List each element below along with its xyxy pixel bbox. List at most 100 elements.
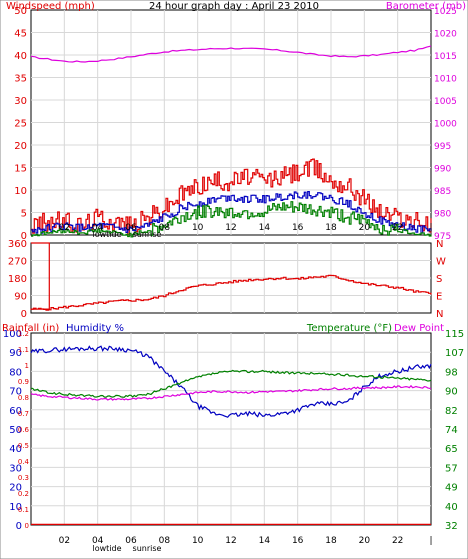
rainfall-tick: 1.2 — [18, 330, 29, 338]
panel1-ticks: 0510152025303540455097598098599099510001… — [14, 6, 457, 242]
barometer-tick: 975 — [434, 232, 451, 242]
lowtide-label-bottom: lowtide — [92, 544, 121, 553]
temperature-tick: 115 — [445, 329, 464, 340]
humidity-tick: 20 — [9, 483, 22, 494]
x-tick-label: 20 — [359, 536, 371, 546]
dewpoint-line — [30, 384, 432, 401]
temperature-tick: 49 — [445, 483, 458, 494]
wind-barometer-panel: 0510152025303540455097598098599099510001… — [6, 1, 466, 242]
temperature-tick: 57 — [445, 463, 458, 474]
barometer-tick: 980 — [434, 210, 451, 220]
wind-direction-line — [30, 242, 432, 311]
rainfall-tick: 0.5 — [18, 442, 29, 450]
chart-title: 24 hour graph day : April 23 2010 — [149, 1, 319, 12]
windspeed-tick: 40 — [14, 51, 27, 62]
temperature-tick: 90 — [445, 387, 458, 398]
x-tick-label: 10 — [192, 536, 204, 546]
panel3-series — [30, 345, 432, 525]
rainfall-tick: 1.1 — [18, 346, 29, 354]
x-tick-label: 06 — [125, 223, 137, 233]
barometer-tick: 1015 — [434, 52, 457, 62]
temperature-tick: 74 — [445, 425, 458, 436]
temperature-tick: 65 — [445, 444, 458, 455]
humidity-tick: 100 — [3, 329, 22, 340]
temperature-line — [30, 369, 432, 398]
x-tick-label: 08 — [159, 223, 171, 233]
windspeed-axis-label: Windspeed (mph) — [6, 1, 95, 12]
humidity-tick: 50 — [9, 425, 22, 436]
windspeed-tick: 30 — [14, 96, 27, 107]
rainfall-tick: 0.1 — [18, 506, 29, 514]
humidity-tick: 80 — [9, 367, 22, 378]
x-tick-label: 18 — [325, 536, 337, 546]
windspeed-tick: 15 — [14, 164, 27, 175]
humidity-tick: 90 — [9, 348, 22, 359]
barometer-axis-label: Barometer (mb) — [386, 1, 466, 12]
sunrise-label-bottom: sunrise — [133, 544, 162, 553]
humidity-axis-label: Humidity % — [66, 323, 124, 334]
windspeed-tick: 45 — [14, 29, 27, 40]
barometer-tick: 985 — [434, 187, 451, 197]
x-tick-label: 16 — [292, 536, 304, 546]
barometer-tick: 1005 — [434, 97, 457, 107]
rainfall-tick: 0.7 — [18, 410, 29, 418]
rainfall-tick: 0.6 — [18, 426, 30, 434]
barometer-line — [30, 45, 432, 63]
x-tick-label: 18 — [325, 223, 337, 233]
direction-degree-tick: 90 — [14, 292, 27, 303]
panel2-grid — [31, 243, 431, 313]
barometer-tick: 1010 — [434, 75, 457, 85]
x-tick-label: 14 — [259, 223, 271, 233]
panel3-ticks: 0 10 20 30 40 50 60 70 80 90 100 0 0.1 0.2 0.3 0.4 0.5 0.… — [3, 329, 464, 546]
windspeed-tick: 50 — [14, 6, 27, 17]
x-tick-label: 04 — [92, 536, 104, 546]
temperature-tick: 107 — [445, 348, 464, 359]
rainfall-tick: 0.3 — [18, 474, 29, 482]
humidity-tick: 60 — [9, 406, 22, 417]
barometer-tick: 1020 — [434, 30, 457, 40]
x-tick-label: 02 — [59, 536, 70, 546]
x-tick-label: 22 — [392, 536, 403, 546]
x-tick-label-end: | — [429, 536, 432, 546]
panel1-series — [30, 45, 432, 238]
rainfall-tick: 0.2 — [18, 490, 29, 498]
lowtide-label: lowtide — [92, 230, 121, 239]
x-tick-label: 16 — [292, 223, 304, 233]
windspeed-tick: 20 — [14, 141, 27, 152]
rainfall-tick: 0.9 — [18, 378, 29, 386]
wind-average-line — [31, 191, 432, 234]
temperature-axis-label: Temperature (°F) — [306, 323, 392, 334]
compass-point-tick: N — [436, 239, 443, 250]
x-tick-label: 10 — [192, 223, 204, 233]
x-tick-label: 06 — [125, 536, 137, 546]
humidity-tick: 30 — [9, 463, 22, 474]
x-tick-label: 12 — [225, 536, 236, 546]
barometer-tick: 1000 — [434, 120, 457, 130]
barometer-tick: 990 — [434, 165, 451, 175]
x-tick-label: 04 — [92, 223, 104, 233]
rainfall-tick: 0 — [25, 522, 29, 530]
rainfall-axis-label: Rainfall (in) — [2, 323, 59, 334]
barometer-tick: 1025 — [434, 7, 457, 17]
x-tick-label: 12 — [225, 223, 236, 233]
x-tick-label: 14 — [259, 536, 271, 546]
barometer-tick: 995 — [434, 142, 451, 152]
compass-point-tick: N — [436, 309, 443, 320]
temperature-tick: 40 — [445, 502, 458, 513]
wind-low-line — [31, 201, 432, 238]
windspeed-tick: 10 — [14, 186, 27, 197]
compass-point-tick: E — [436, 292, 442, 303]
rainfall-tick: 0.8 — [18, 394, 29, 402]
windspeed-tick: 25 — [14, 119, 27, 130]
windspeed-tick: 5 — [21, 209, 27, 220]
x-tick-label: 22 — [392, 223, 403, 233]
x-tick-label-end: | — [429, 223, 432, 233]
x-tick-label: 08 — [159, 536, 171, 546]
humidity-line — [30, 345, 432, 418]
panel3-grid — [31, 333, 431, 525]
direction-degree-tick: 270 — [8, 257, 27, 268]
